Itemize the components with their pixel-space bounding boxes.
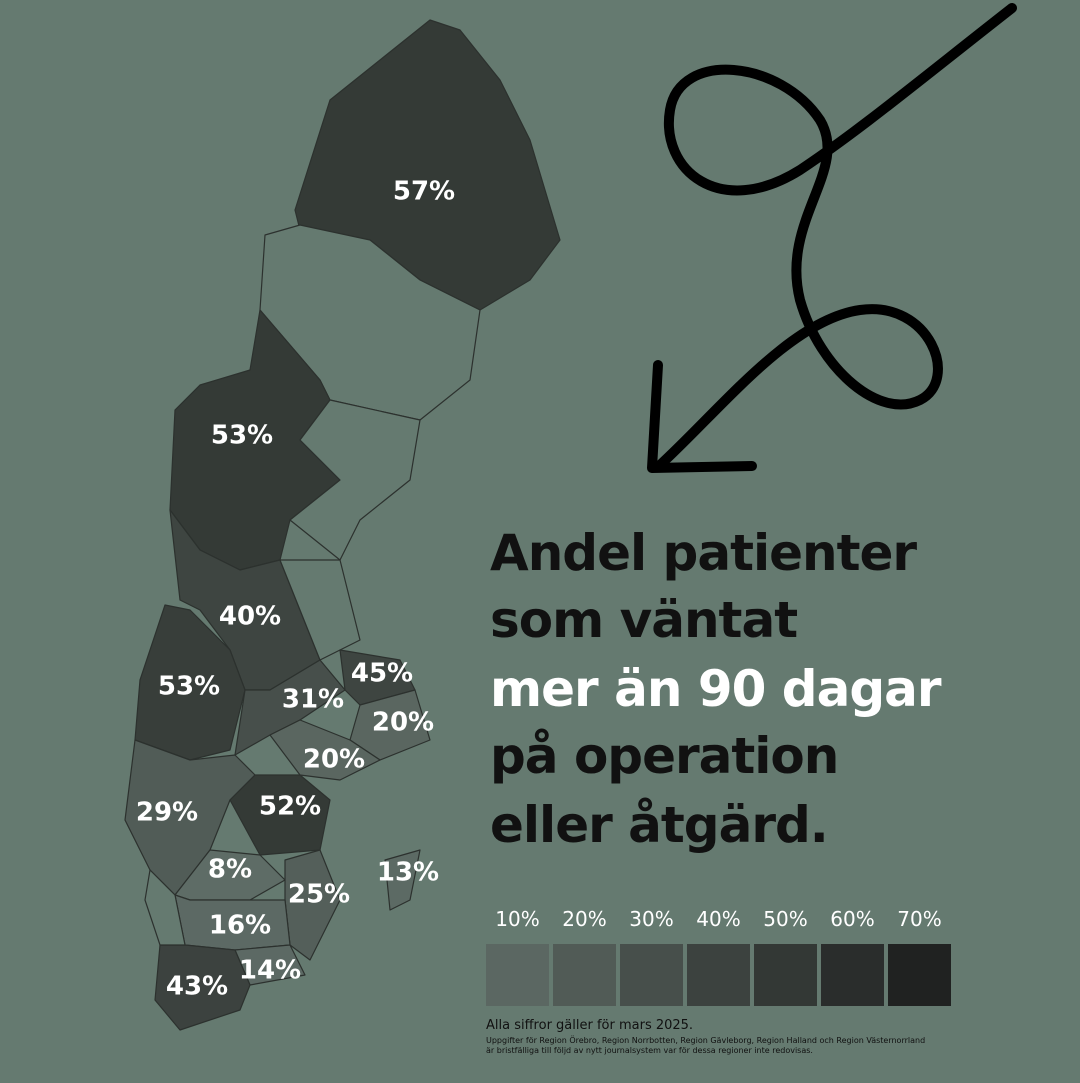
region (349, 689, 431, 761)
region (124, 739, 256, 896)
title-line: mer än 90 dagar (490, 660, 942, 718)
title: Andel patienter som väntat mer än 90 dag… (490, 524, 943, 854)
legend-label: 70% (897, 907, 941, 931)
title-line: Andel patienter (490, 524, 917, 582)
legend-swatch (821, 944, 884, 1006)
legend-label: 20% (562, 907, 606, 931)
legend-swatch (486, 944, 549, 1006)
region-label: 45% (351, 659, 413, 689)
region (144, 869, 186, 946)
legend-label: 50% (763, 907, 807, 931)
region (134, 604, 246, 761)
legend-swatch (620, 944, 683, 1006)
region-label: 53% (158, 672, 220, 702)
region-label: 57% (393, 177, 455, 207)
arrow-head (647, 360, 757, 473)
legend-swatch (553, 944, 616, 1006)
legend-label: 30% (629, 907, 673, 931)
region (234, 659, 346, 756)
region-label: 53% (211, 421, 273, 451)
legend: 10% 20% 30% 40% 50% 60% 70% (486, 907, 951, 1006)
region-label: 40% (219, 602, 281, 632)
footnote: är bristfälliga till följd av nytt journ… (486, 1046, 813, 1055)
region-label: 29% (136, 798, 198, 828)
legend-swatch (888, 944, 951, 1006)
region-label: 43% (166, 972, 228, 1002)
region-label: 20% (303, 745, 365, 775)
region-label: 16% (209, 911, 271, 941)
arrow-curve (655, 3, 1017, 470)
footnote: Uppgifter för Region Örebro, Region Norr… (486, 1035, 925, 1045)
arrow (647, 3, 1017, 473)
legend-label: 60% (830, 907, 874, 931)
region-label: 20% (372, 708, 434, 738)
region (384, 849, 421, 911)
region-label: 25% (288, 880, 350, 910)
title-line: eller åtgärd. (490, 796, 828, 854)
region-label: 14% (239, 956, 301, 986)
note: Alla siffror gäller för mars 2025. (486, 1018, 693, 1033)
map-labels: 57% 53% 40% 53% 31% 45% 20% 20% 29% 52% … (136, 177, 455, 1002)
title-line: som väntat (490, 591, 797, 649)
title-line: på operation (490, 727, 838, 785)
legend-swatch (754, 944, 817, 1006)
legend-label: 40% (696, 907, 740, 931)
region (154, 944, 251, 1031)
region-label: 13% (377, 858, 439, 888)
legend-swatch (687, 944, 750, 1006)
region-label: 52% (259, 792, 321, 822)
legend-label: 10% (495, 907, 539, 931)
region-label: 31% (282, 685, 344, 715)
region-label: 8% (208, 855, 252, 885)
map (124, 19, 561, 1031)
